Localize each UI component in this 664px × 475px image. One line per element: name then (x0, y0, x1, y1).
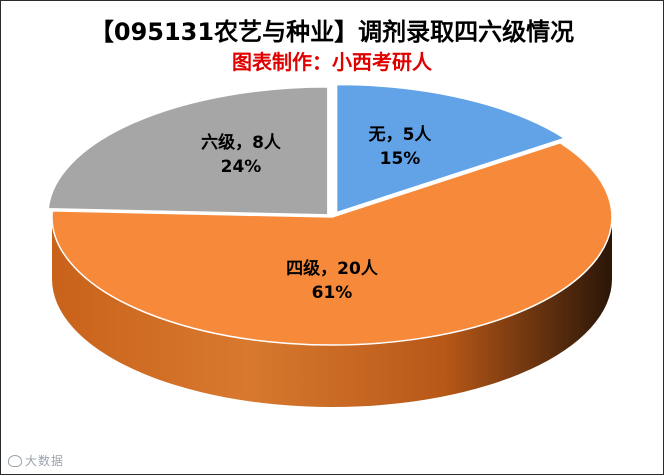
slice-label-none: 无，5人 15% (369, 123, 432, 171)
slice-label-cet4: 四级，20人 61% (286, 257, 378, 305)
watermark-logo-icon (8, 455, 22, 467)
slice-label-cet6: 六级，8人 24% (201, 131, 281, 179)
watermark: 大数据 (8, 452, 64, 469)
slice-side-1 (52, 217, 612, 407)
chart-subtitle: 图表制作：小西考研人 (232, 50, 432, 74)
chart-title: 【095131农艺与种业】调剂录取四六级情况 (89, 18, 575, 46)
slice-2 (47, 86, 329, 216)
slice-0 (335, 83, 567, 214)
slice-label-none-name: 无，5人 (368, 125, 432, 145)
slice-1 (51, 141, 613, 346)
slice-label-cet6-name: 六级，8人 (201, 133, 281, 153)
slice-label-cet4-percent: 61% (311, 283, 353, 303)
slice-label-cet6-percent: 24% (220, 157, 262, 177)
slice-label-none-percent: 15% (379, 149, 421, 169)
slice-label-cet4-name: 四级，20人 (286, 259, 378, 279)
watermark-text: 大数据 (25, 454, 65, 468)
